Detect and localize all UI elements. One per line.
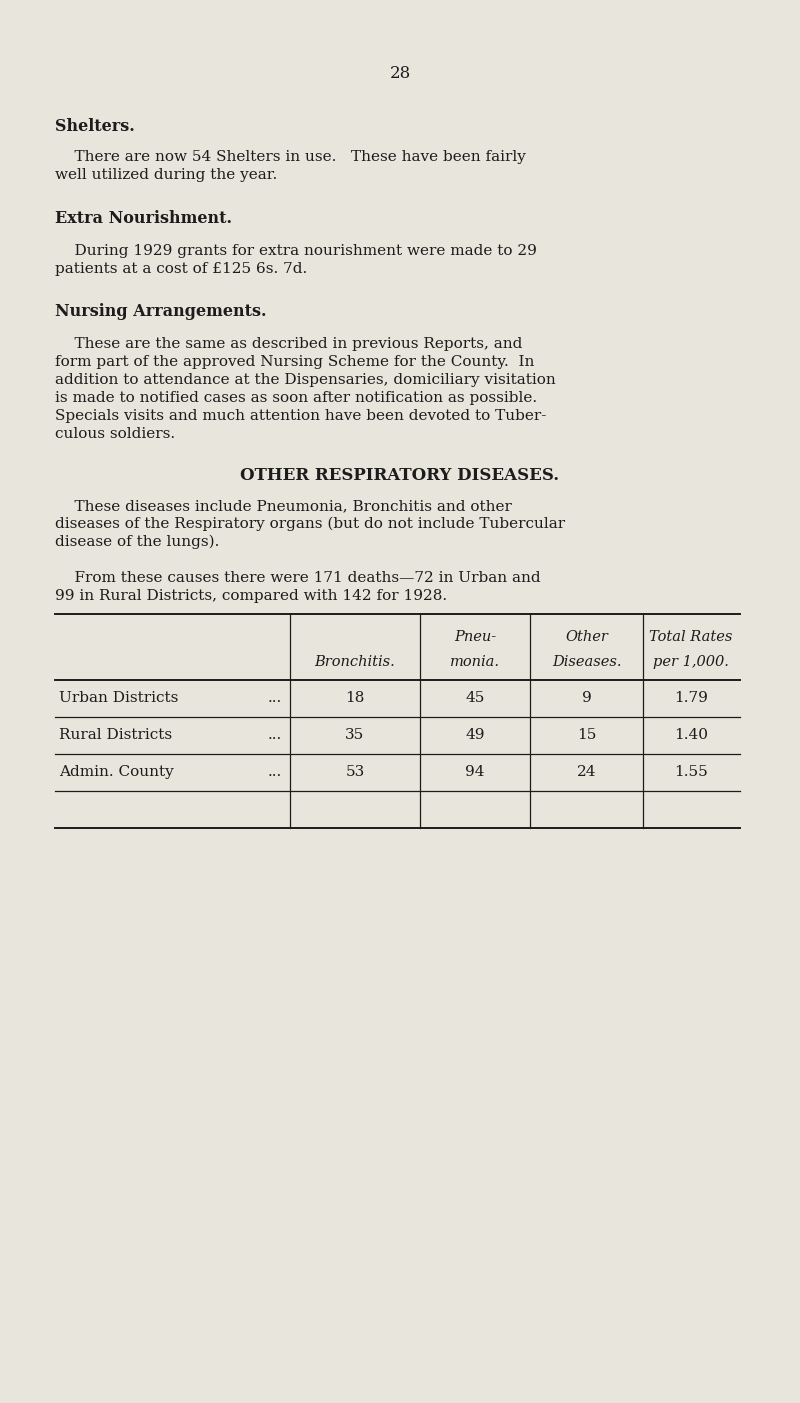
Text: per 1,000.: per 1,000. <box>653 655 729 669</box>
Text: addition to attendance at the Dispensaries, domiciliary visitation: addition to attendance at the Dispensari… <box>55 373 556 387</box>
Text: 28: 28 <box>390 65 410 81</box>
Text: Urban Districts: Urban Districts <box>59 692 178 704</box>
Text: 99 in Rural Districts, compared with 142 for 1928.: 99 in Rural Districts, compared with 142… <box>55 589 447 603</box>
Text: Specials visits and much attention have been devoted to Tuber-: Specials visits and much attention have … <box>55 410 546 422</box>
Text: culous soldiers.: culous soldiers. <box>55 427 175 441</box>
Text: These are the same as described in previous Reports, and: These are the same as described in previ… <box>55 337 522 351</box>
Text: From these causes there were 171 deaths—72 in Urban and: From these causes there were 171 deaths—… <box>55 571 541 585</box>
Text: 24: 24 <box>578 765 597 779</box>
Text: OTHER RESPIRATORY DISEASES.: OTHER RESPIRATORY DISEASES. <box>241 467 559 484</box>
Text: 9: 9 <box>582 692 592 704</box>
Text: There are now 54 Shelters in use.   These have been fairly: There are now 54 Shelters in use. These … <box>55 150 526 164</box>
Text: Pneu-: Pneu- <box>454 630 496 644</box>
Text: 1.79: 1.79 <box>674 692 708 704</box>
Text: 49: 49 <box>466 728 485 742</box>
Text: Extra Nourishment.: Extra Nourishment. <box>55 210 232 227</box>
Text: Nursing Arrangements.: Nursing Arrangements. <box>55 303 266 320</box>
Text: 35: 35 <box>346 728 365 742</box>
Text: form part of the approved Nursing Scheme for the County.  In: form part of the approved Nursing Scheme… <box>55 355 534 369</box>
Text: 18: 18 <box>346 692 365 704</box>
Text: ...: ... <box>268 728 282 742</box>
Text: Admin. County: Admin. County <box>59 765 174 779</box>
Text: These diseases include Pneumonia, Bronchitis and other: These diseases include Pneumonia, Bronch… <box>55 499 512 513</box>
Text: 53: 53 <box>346 765 365 779</box>
Text: patients at a cost of £125 6s. 7d.: patients at a cost of £125 6s. 7d. <box>55 262 307 276</box>
Text: ...: ... <box>268 692 282 704</box>
Text: 94: 94 <box>466 765 485 779</box>
Text: Rural Districts: Rural Districts <box>59 728 172 742</box>
Text: is made to notified cases as soon after notification as possible.: is made to notified cases as soon after … <box>55 391 537 405</box>
Text: well utilized during the year.: well utilized during the year. <box>55 168 278 182</box>
Text: ...: ... <box>268 765 282 779</box>
Text: Diseases.: Diseases. <box>552 655 622 669</box>
Text: Total Rates: Total Rates <box>650 630 733 644</box>
Text: Bronchitis.: Bronchitis. <box>314 655 395 669</box>
Text: Other: Other <box>566 630 609 644</box>
Text: disease of the lungs).: disease of the lungs). <box>55 535 219 550</box>
Text: monia.: monia. <box>450 655 500 669</box>
Text: Shelters.: Shelters. <box>55 118 134 135</box>
Text: 15: 15 <box>578 728 597 742</box>
Text: 1.40: 1.40 <box>674 728 708 742</box>
Text: During 1929 grants for extra nourishment were made to 29: During 1929 grants for extra nourishment… <box>55 244 537 258</box>
Text: 45: 45 <box>466 692 485 704</box>
Text: diseases of the Respiratory organs (but do not include Tubercular: diseases of the Respiratory organs (but … <box>55 516 565 532</box>
Text: 1.55: 1.55 <box>674 765 708 779</box>
